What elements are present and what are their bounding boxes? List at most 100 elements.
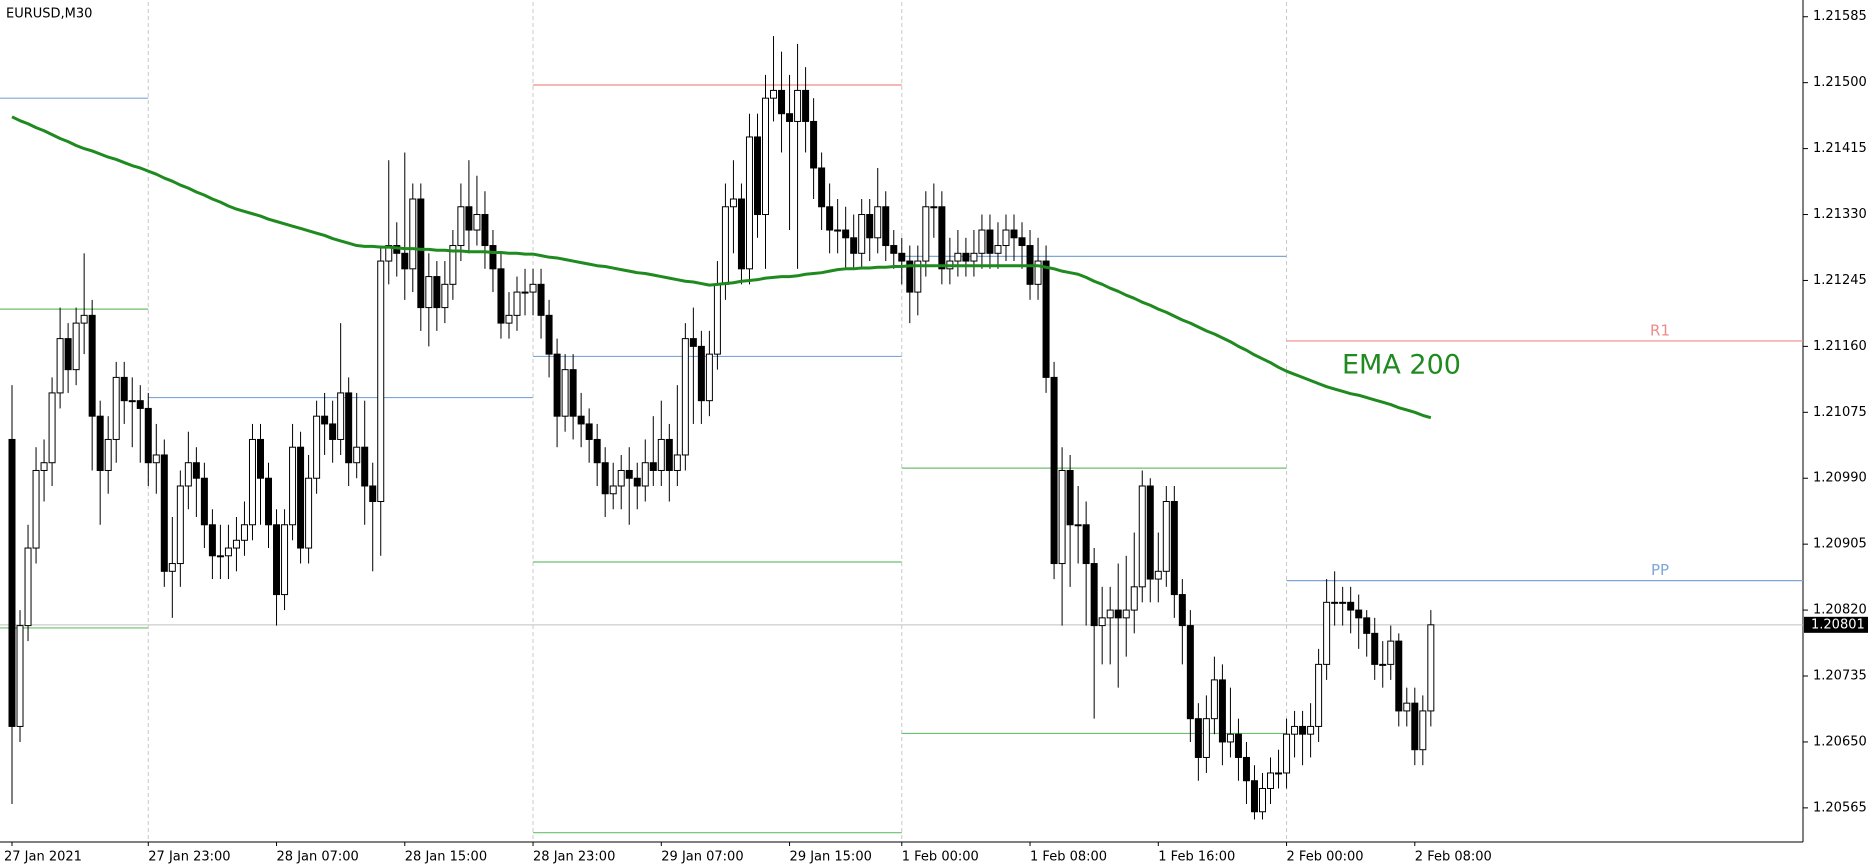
candle-body [8, 438, 16, 727]
candle-body [224, 547, 232, 557]
candle-body [842, 229, 850, 239]
y-tick-label: 1.20735 [1813, 669, 1867, 684]
candle-body [64, 338, 72, 371]
candle-body [890, 245, 898, 254]
candle-body [1331, 601, 1339, 604]
candle-body [1154, 570, 1162, 580]
y-tick-label: 1.20820 [1813, 603, 1867, 618]
candle-body [1299, 725, 1307, 735]
candle-body [1058, 469, 1066, 565]
candle-body [1074, 524, 1082, 527]
candle-body [721, 206, 729, 285]
candle-body [1114, 609, 1122, 619]
candle-body [745, 136, 753, 270]
current-price-label: 1.20801 [1811, 617, 1865, 632]
x-tick-label: 27 Jan 2021 [4, 850, 82, 865]
candle-body [1178, 594, 1186, 627]
candle-body [978, 229, 986, 254]
candle-body [401, 252, 409, 270]
candle-body [641, 462, 649, 487]
candle-body [32, 469, 40, 549]
candle-body [361, 446, 369, 487]
candle-body [633, 477, 641, 487]
candles [8, 36, 1435, 820]
candle-body [48, 392, 56, 464]
candle-body [1242, 756, 1250, 782]
candle-body [802, 89, 810, 122]
candle-body [1130, 586, 1138, 611]
candle-body [184, 462, 192, 487]
candle-body [994, 245, 1002, 254]
candle-body [1258, 787, 1266, 813]
candle-body [265, 477, 273, 526]
x-tick-label: 28 Jan 07:00 [277, 850, 359, 865]
candle-body [1170, 501, 1178, 596]
candle-body [553, 353, 561, 417]
candle-body [1307, 725, 1315, 735]
x-tick-label: 1 Feb 08:00 [1030, 850, 1107, 865]
candle-body [1291, 725, 1299, 735]
candle-body [986, 229, 994, 254]
ema-line [11, 115, 1432, 420]
candle-body [1210, 679, 1218, 720]
pivot-label: PP [1651, 561, 1669, 579]
candle-body [128, 400, 136, 403]
candle-body [1050, 376, 1058, 565]
candle-body [737, 198, 745, 270]
candle-body [313, 415, 321, 479]
candle-body [585, 423, 593, 440]
candle-body [810, 120, 818, 169]
candle-body [1082, 524, 1090, 565]
candle-body [1267, 772, 1275, 789]
candle-body [1347, 601, 1355, 611]
candle-body [248, 438, 256, 526]
candle-body [1363, 617, 1371, 634]
candle-body [473, 214, 481, 231]
candle-body [449, 245, 457, 285]
candle-body [1395, 640, 1403, 712]
x-tick-label: 27 Jan 23:00 [148, 850, 230, 865]
y-tick-label: 1.21585 [1813, 9, 1867, 24]
x-tick-label: 2 Feb 00:00 [1287, 850, 1364, 865]
candle-body [938, 206, 946, 270]
y-tick-label: 1.21500 [1813, 75, 1867, 90]
candle-body [1162, 501, 1170, 572]
x-tick-label: 29 Jan 15:00 [790, 850, 872, 865]
candle-body [577, 415, 585, 425]
candle-body [1186, 625, 1194, 720]
candle-body [850, 237, 858, 254]
candle-body [481, 214, 489, 247]
candle-body [1283, 733, 1291, 774]
candle-body [537, 283, 545, 316]
candle-body [80, 314, 88, 324]
x-tick-label: 28 Jan 15:00 [405, 850, 487, 865]
candle-body [1106, 609, 1114, 619]
candle-body [120, 376, 128, 402]
candle-body [818, 167, 826, 208]
candle-body [88, 314, 96, 417]
candle-body [1427, 624, 1435, 712]
candle-body [513, 291, 521, 316]
candle-body [601, 462, 609, 495]
candle-body [561, 369, 569, 417]
candle-body [40, 462, 48, 471]
candle-body [281, 524, 289, 596]
x-tick-label: 2 Feb 08:00 [1415, 850, 1492, 865]
candle-body [1411, 702, 1419, 751]
ema-annotation: EMA 200 [1342, 350, 1461, 381]
candle-body [922, 206, 930, 262]
candle-body [914, 260, 922, 293]
candle-body [1042, 260, 1050, 378]
candle-body [649, 462, 657, 471]
candle-body [1250, 780, 1258, 813]
candle-body [689, 338, 697, 347]
chart-title: EURUSD,M30 [6, 7, 92, 22]
candle-body [96, 415, 104, 471]
candle-body [1355, 609, 1363, 619]
candle-body [232, 539, 240, 549]
candle-body [665, 438, 673, 471]
candle-body [1371, 632, 1379, 665]
pivot-label: R1 [1650, 321, 1670, 339]
candle-body [208, 524, 216, 557]
candle-body [593, 438, 601, 464]
